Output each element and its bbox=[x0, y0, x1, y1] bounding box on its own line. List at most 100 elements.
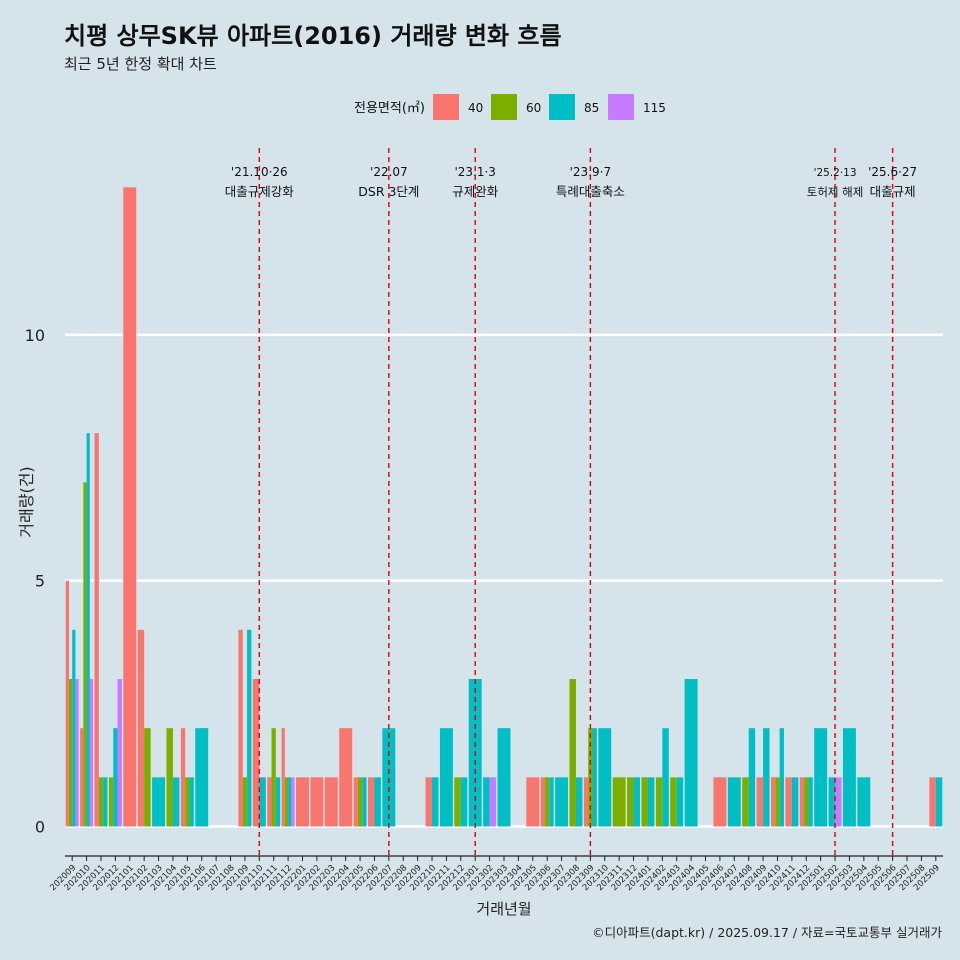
bar-85-202309 bbox=[592, 728, 597, 827]
bar-60-202212 bbox=[454, 777, 461, 827]
bar-60-202410 bbox=[775, 777, 780, 827]
bar-40-202010 bbox=[80, 728, 84, 827]
bar-60-202205 bbox=[357, 777, 363, 827]
bar-60-202012 bbox=[108, 777, 114, 827]
bar-85-202109 bbox=[247, 629, 252, 827]
chart-title: 치평 상무SK뷰 아파트(2016) 거래량 변화 흐름 bbox=[64, 22, 562, 50]
y-axis: 0 5 10 거래량(건) bbox=[17, 326, 45, 837]
legend-label-115: 115 bbox=[643, 101, 666, 115]
bar-60-202403 bbox=[670, 777, 677, 827]
bar-40-202201 bbox=[296, 777, 309, 827]
bar-85-202009 bbox=[72, 629, 76, 827]
bar-85-202303 bbox=[497, 728, 511, 827]
bar-40-202412 bbox=[799, 777, 805, 827]
bar-40-202406 bbox=[713, 777, 727, 827]
event-markers: '21.10·26 대출규제강화 '22.07 DSR 3단계 '23.1·3 규제완화 '… bbox=[225, 148, 917, 856]
bar-85-202104 bbox=[172, 777, 180, 827]
bar-85-202106 bbox=[195, 728, 209, 827]
legend-label-85: 85 bbox=[584, 101, 599, 115]
bar-40-202105 bbox=[180, 728, 186, 827]
bar-85-202411 bbox=[791, 777, 799, 827]
legend-swatch-60 bbox=[491, 94, 517, 120]
bar-115-202012 bbox=[117, 679, 122, 827]
legend-swatch-115 bbox=[608, 94, 634, 120]
bar-85-202402 bbox=[662, 728, 669, 827]
bar-85-202011 bbox=[103, 777, 108, 827]
bar-85-202010 bbox=[86, 433, 90, 827]
chart-caption: ©디아파트(dapt.kr) / 2025.09.17 / 자료=국토교통부 실… bbox=[592, 925, 942, 940]
x-axis-label: 거래년월 bbox=[476, 900, 531, 918]
bar-40-202102 bbox=[137, 629, 145, 827]
bar-85-202112 bbox=[288, 777, 292, 827]
bar-85-202408 bbox=[748, 728, 756, 827]
bar-60-202111 bbox=[271, 728, 276, 827]
bar-60-202308 bbox=[569, 679, 576, 827]
legend-label-60: 60 bbox=[526, 101, 541, 115]
legend-title: 전용면적(㎡) bbox=[354, 101, 425, 116]
event-date: '23.9·7 bbox=[570, 165, 611, 179]
bar-85-202409 bbox=[763, 728, 770, 827]
bar-60-202306 bbox=[545, 777, 550, 827]
bar-40-202410 bbox=[770, 777, 776, 827]
bar-115-202302 bbox=[489, 777, 497, 827]
bar-115-202009 bbox=[75, 679, 79, 827]
bar-40-202009 bbox=[65, 580, 69, 827]
x-axis: 2020092020102020112020122021012021022021… bbox=[48, 855, 943, 918]
event-date: '21.10·26 bbox=[231, 165, 288, 179]
bar-85-202105 bbox=[189, 777, 194, 827]
bar-85-202012 bbox=[113, 728, 118, 827]
bar-60-202102 bbox=[144, 728, 151, 827]
bar-60-202112 bbox=[284, 777, 289, 827]
y-tick-label: 0 bbox=[35, 818, 45, 837]
y-tick-label: 10 bbox=[25, 326, 45, 345]
bar-115-202010 bbox=[89, 679, 94, 827]
bar-85-202207 bbox=[382, 728, 396, 827]
bar-115-202112 bbox=[291, 777, 295, 827]
bar-85-202502 bbox=[828, 777, 836, 827]
bar-85-202403 bbox=[676, 777, 684, 827]
bar-60-202104 bbox=[166, 728, 173, 827]
bar-85-202312 bbox=[633, 777, 641, 827]
bar-40-202110 bbox=[252, 679, 260, 827]
bar-85-202401 bbox=[647, 777, 655, 827]
bar-60-202402 bbox=[655, 777, 663, 827]
bar-60-202011 bbox=[98, 777, 104, 827]
legend-swatch-85 bbox=[549, 94, 575, 120]
bar-85-202111 bbox=[275, 777, 281, 827]
event-date: '25.2·13 bbox=[814, 167, 857, 179]
bar-40-202202 bbox=[310, 777, 324, 827]
bar-85-202306 bbox=[549, 777, 554, 827]
event-label: 특례대출축소 bbox=[556, 184, 625, 199]
legend-label-40: 40 bbox=[468, 101, 483, 115]
bar-85-202308 bbox=[575, 777, 583, 827]
legend: 전용면적(㎡) 40 60 85 115 bbox=[354, 94, 666, 120]
bar-60-202009 bbox=[68, 679, 73, 827]
bar-60-202010 bbox=[83, 482, 87, 827]
bar-40-202409 bbox=[756, 777, 764, 827]
event-label: DSR 3단계 bbox=[358, 184, 419, 199]
bar-60-202105 bbox=[185, 777, 190, 827]
bar-85-202404 bbox=[684, 679, 698, 827]
bar-85-202211 bbox=[439, 728, 453, 827]
bar-40-202204 bbox=[339, 728, 353, 827]
bar-85-202503 bbox=[842, 728, 856, 827]
event-label: 토허제 해제 bbox=[807, 185, 864, 199]
bar-85-202103 bbox=[152, 777, 166, 827]
bar-85-202407 bbox=[727, 777, 741, 827]
bar-85-202307 bbox=[555, 777, 569, 827]
bar-60-202408 bbox=[742, 777, 749, 827]
bar-40-202305 bbox=[526, 777, 540, 827]
bar-85-202501 bbox=[814, 728, 828, 827]
event-date: '23.1·3 bbox=[454, 165, 495, 179]
bar-85-202302 bbox=[483, 777, 490, 827]
bar-40-202306 bbox=[540, 777, 546, 827]
bar-85-202212 bbox=[460, 777, 468, 827]
bar-85-202412 bbox=[808, 777, 813, 827]
event-label: 대출규제 bbox=[870, 184, 916, 199]
bar-60-202109 bbox=[242, 777, 248, 827]
bar-40-202206 bbox=[367, 777, 375, 827]
bar-60-202309 bbox=[588, 728, 593, 827]
legend-swatch-40 bbox=[433, 94, 459, 120]
event-date: '25.6·27 bbox=[868, 165, 917, 179]
